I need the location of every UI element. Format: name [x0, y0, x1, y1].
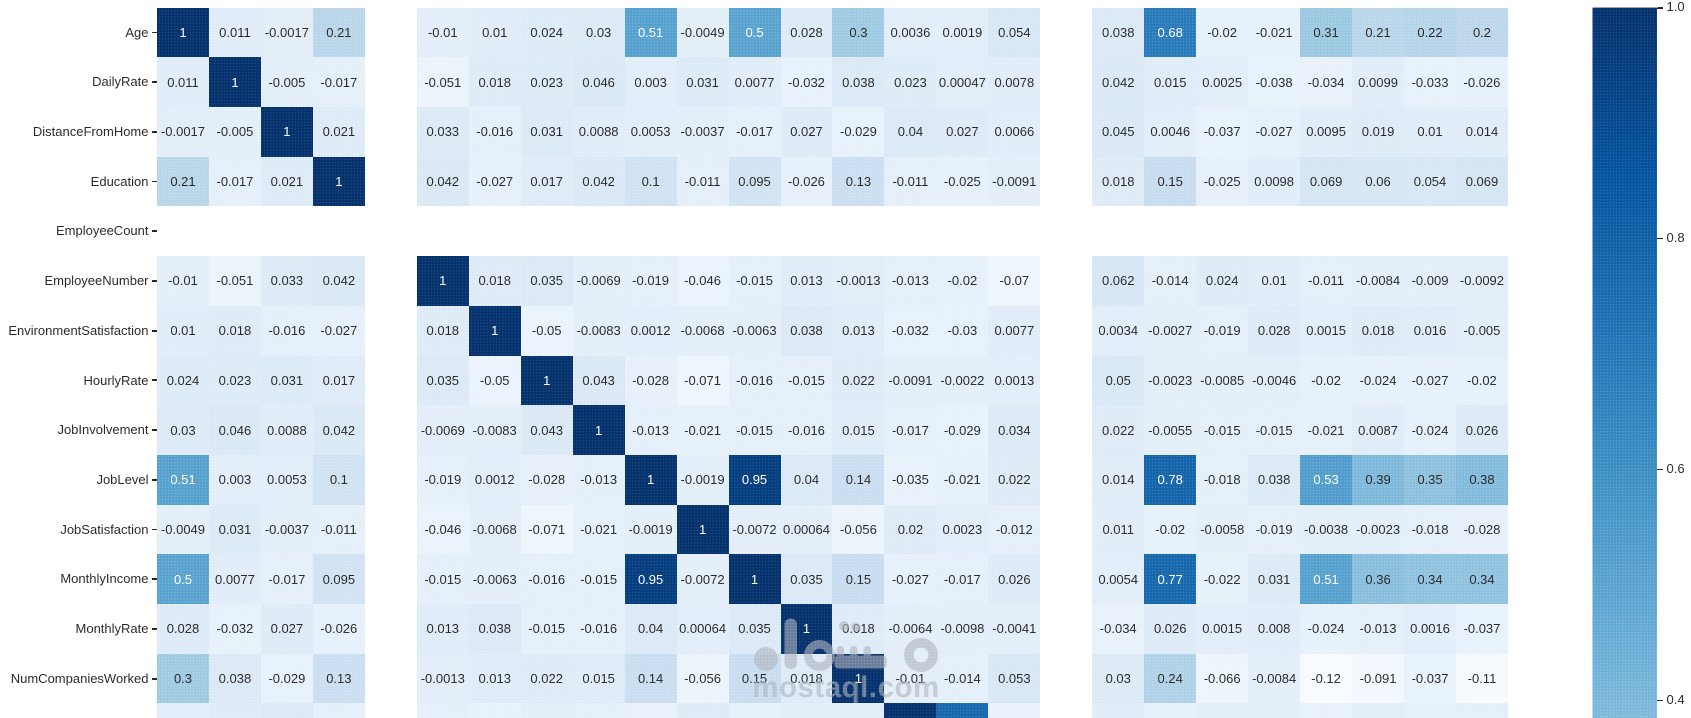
- svg-text:mostaql.com: mostaql.com: [752, 671, 939, 704]
